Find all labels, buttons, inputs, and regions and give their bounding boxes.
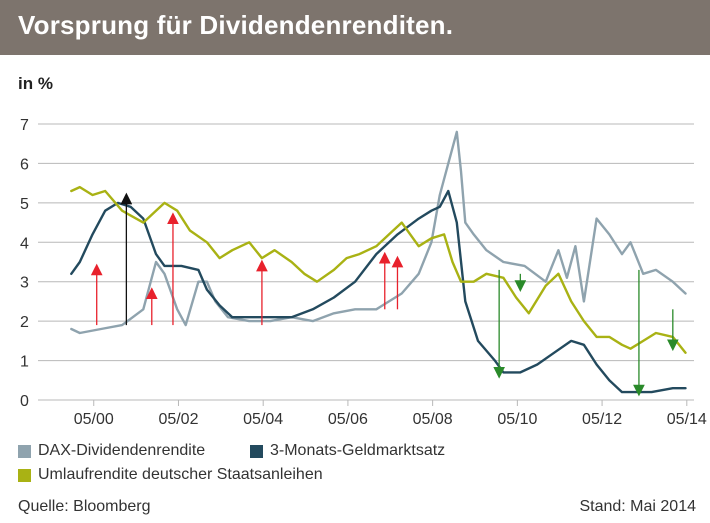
x-tick-label: 05/08 bbox=[413, 411, 453, 428]
x-tick-label: 05/00 bbox=[74, 411, 114, 428]
y-tick-label: 0 bbox=[20, 393, 29, 410]
series-line-1 bbox=[70, 189, 687, 394]
x-tick-label: 05/02 bbox=[158, 411, 198, 428]
legend-swatch-staatsanleihen bbox=[18, 468, 31, 482]
legend-label-geldmarkt: 3-Monats-Geldmarktsatz bbox=[270, 442, 446, 459]
y-tick-label: 5 bbox=[20, 196, 29, 213]
chart-header: Vorsprung für Dividendenrenditen. bbox=[0, 0, 710, 55]
legend-item-dax: DAX-Dividendenrendite bbox=[18, 442, 205, 460]
y-tick-label: 7 bbox=[20, 117, 29, 134]
y-tick-label: 6 bbox=[20, 156, 29, 173]
legend-item-geldmarkt: 3-Monats-Geldmarktsatz bbox=[250, 442, 445, 460]
y-tick-label: 2 bbox=[20, 314, 29, 331]
series-line-2 bbox=[70, 185, 687, 354]
x-tick-label: 05/04 bbox=[243, 411, 283, 428]
legend-swatch-dax bbox=[18, 444, 31, 458]
y-tick-label: 1 bbox=[20, 354, 29, 371]
chart-title: Vorsprung für Dividendenrenditen. bbox=[18, 10, 454, 40]
legend-swatch-geldmarkt bbox=[250, 444, 263, 458]
legend-item-staatsanleihen: Umlaufrendite deutscher Staatsanleihen bbox=[18, 466, 323, 484]
legend-label-staatsanleihen: Umlaufrendite deutscher Staatsanleihen bbox=[38, 466, 323, 483]
x-tick-label: 05/10 bbox=[497, 411, 537, 428]
date-note: Stand: Mai 2014 bbox=[579, 498, 696, 515]
x-tick-label: 05/12 bbox=[582, 411, 622, 428]
x-tick-label: 05/06 bbox=[328, 411, 368, 428]
x-tick-label: 05/14 bbox=[667, 411, 707, 428]
source-note: Quelle: Bloomberg bbox=[18, 498, 151, 515]
legend-label-dax: DAX-Dividendenrendite bbox=[38, 442, 206, 459]
line-chart: 0 1 2 3 4 5 6 7 05/00 05/02 05/04 05/06 05/08 05/10 05… bbox=[20, 117, 707, 428]
y-tick-label: 4 bbox=[20, 235, 29, 252]
y-axis-unit-label: in % bbox=[18, 74, 53, 93]
y-tick-label: 3 bbox=[20, 275, 29, 292]
series-line-0 bbox=[70, 130, 687, 335]
